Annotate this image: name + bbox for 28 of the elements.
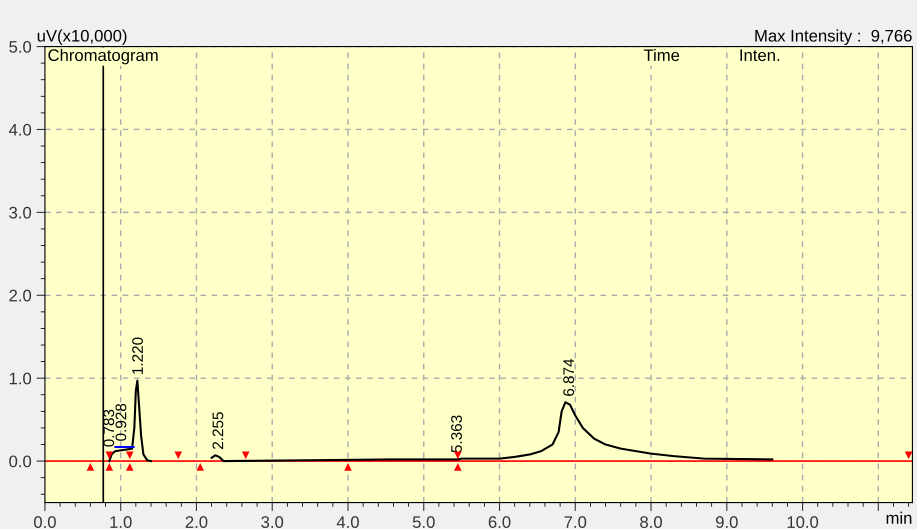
annotation: Inten.	[740, 49, 780, 62]
y-tick-label: 4.0	[8, 124, 32, 136]
x-tick-label: 2.0	[186, 516, 208, 528]
x-tick-label: 8.0	[640, 516, 662, 528]
x-tick-label: 1.0	[110, 516, 132, 528]
y-tick-label: 0.0	[9, 455, 32, 468]
annotation: 5.363	[451, 415, 462, 452]
x-tick-label: 6.0	[488, 516, 510, 528]
y-axis-title: uV(x10,000)	[38, 29, 126, 45]
annotation: 1.220	[132, 337, 143, 374]
x-tick-label: 10.0	[788, 516, 818, 528]
x-axis-title: min	[886, 512, 912, 524]
x-tick-label: 9.0	[716, 516, 738, 528]
annotation: 2.255	[212, 412, 224, 449]
y-tick-label: 5.0	[9, 40, 32, 53]
y-tick-label: 3.0	[9, 206, 32, 219]
x-tick-label: 3.0	[261, 516, 284, 528]
y-tick-label: 1.0	[10, 372, 32, 384]
x-tick-label: 7.0	[564, 516, 586, 528]
text: Max Intensity : 9,766	[755, 29, 912, 45]
annotation: Chromatogram	[48, 48, 158, 64]
y-tick-label: 2.0	[9, 290, 32, 302]
annotation: 6.874	[563, 358, 574, 396]
annotation: 0.928	[115, 404, 126, 441]
annotation: Time	[644, 48, 680, 62]
x-tick-label: 5.0	[412, 516, 435, 528]
x-tick-label: 0.0	[34, 516, 56, 528]
x-tick-label: 4.0	[336, 516, 359, 528]
